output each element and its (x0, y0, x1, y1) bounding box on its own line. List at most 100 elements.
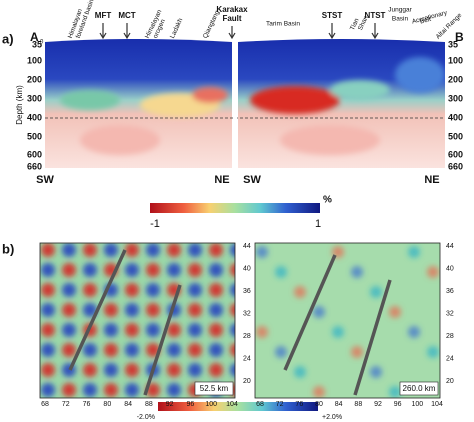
colorbar-max: 1 (315, 218, 321, 230)
anomaly (146, 283, 160, 297)
arrow (99, 23, 107, 40)
feature-label: MFT (95, 11, 112, 20)
anomaly (427, 346, 439, 358)
y-tick-label: 24 (446, 355, 454, 362)
x-tick-label: 100 (205, 401, 217, 408)
colorbar-min: -1 (150, 218, 160, 230)
direction-label: NE (424, 174, 439, 186)
colorbar-unit: % (323, 195, 332, 206)
anomaly (188, 323, 202, 337)
anomaly (104, 323, 118, 337)
section-end: B (455, 30, 464, 44)
depth-label: 300 (27, 93, 42, 103)
x-tick-label: 80 (315, 401, 323, 408)
y-tick-label: 44 (446, 243, 454, 250)
anomaly (62, 243, 76, 257)
arrow (328, 23, 336, 40)
depth-box (194, 381, 234, 396)
anomaly (83, 243, 97, 257)
anomaly (188, 283, 202, 297)
anomaly (294, 366, 306, 378)
anomaly (389, 306, 401, 318)
anomaly (294, 286, 306, 298)
anomaly (104, 243, 118, 257)
anomaly (62, 323, 76, 337)
anomaly (209, 263, 223, 277)
anomaly (62, 303, 76, 317)
anomaly (275, 266, 287, 278)
axis-title: Depth (km) (15, 85, 24, 125)
section-start: A (30, 30, 39, 44)
depth-label: 100 (27, 55, 42, 65)
x-tick-label: 76 (83, 401, 91, 408)
anomaly (332, 326, 344, 338)
anomaly (41, 263, 55, 277)
anomaly (41, 343, 55, 357)
colorbar-min: -2.0% (137, 414, 155, 421)
anomaly (167, 383, 181, 397)
anomaly (188, 243, 202, 257)
anomaly (230, 263, 235, 277)
anomaly (125, 283, 139, 297)
x-tick-label: 88 (354, 401, 362, 408)
depth-label: 200 (27, 74, 42, 84)
anomaly (41, 383, 55, 397)
x-tick-label: 84 (335, 401, 343, 408)
panel-label: b) (2, 241, 14, 256)
anomaly (41, 243, 55, 257)
depth-label: 35 (32, 39, 42, 49)
y-tick-label: 28 (446, 333, 454, 340)
arrow (123, 23, 131, 40)
x-tick-label: 88 (145, 401, 153, 408)
x-tick-label: 92 (166, 401, 174, 408)
anomaly (188, 303, 202, 317)
depth-label: 52.5 km (200, 384, 229, 393)
anomaly (351, 266, 363, 278)
anomaly (83, 283, 97, 297)
feature-label: Basin (392, 16, 409, 23)
direction-label: NE (214, 174, 229, 186)
anomaly (167, 343, 181, 357)
anomaly (125, 303, 139, 317)
depth-label: 200 (448, 74, 463, 84)
panel-label: a) (2, 31, 14, 46)
anomaly (256, 326, 268, 338)
x-tick-label: 76 (295, 401, 303, 408)
depth-label: 600 (448, 149, 463, 159)
anomaly (256, 246, 268, 258)
colorbar (158, 402, 318, 411)
anomaly (125, 243, 139, 257)
x-tick-label: 96 (187, 401, 195, 408)
depth-label: 100 (448, 55, 463, 65)
x-tick-label: 68 (41, 401, 49, 408)
anomaly (370, 286, 382, 298)
depth-label: 260.0 km (403, 384, 436, 393)
anomaly (41, 303, 55, 317)
x-tick-label: 72 (276, 401, 284, 408)
anomaly (408, 246, 420, 258)
section-right (238, 39, 445, 168)
anomaly (209, 283, 223, 297)
feature-label: Karakax (216, 5, 248, 14)
anomaly (62, 283, 76, 297)
map-right (255, 243, 440, 398)
y-tick-label: 44 (243, 243, 251, 250)
anomaly (167, 263, 181, 277)
anomaly (230, 323, 235, 337)
anomaly (125, 343, 139, 357)
anomaly (188, 263, 202, 277)
anomaly (370, 366, 382, 378)
feature-label: Fault (222, 14, 241, 23)
anomaly (230, 343, 235, 357)
anomaly (41, 323, 55, 337)
anomaly (146, 263, 160, 277)
anomaly (62, 383, 76, 397)
depth-label: 660 (27, 161, 42, 171)
x-tick-label: 104 (431, 401, 443, 408)
anomaly (83, 263, 97, 277)
feature-label: Junggar (388, 7, 412, 14)
y-tick-label: 24 (243, 355, 251, 362)
anomaly (351, 346, 363, 358)
depth-label: 600 (27, 149, 42, 159)
